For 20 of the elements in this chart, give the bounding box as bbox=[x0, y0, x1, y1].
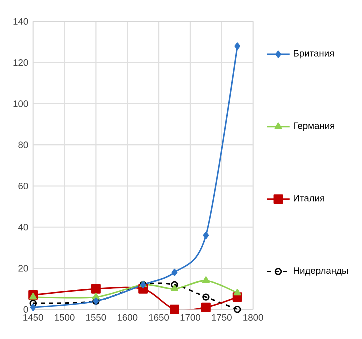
x-tick-label: 1700 bbox=[180, 314, 200, 321]
y-tick-label: 140 bbox=[14, 18, 28, 25]
x-tick-label: 1550 bbox=[86, 314, 106, 321]
legend-label: Германия bbox=[294, 122, 334, 132]
x-tick-label: 1750 bbox=[212, 314, 232, 321]
x-tick-label: 1600 bbox=[118, 314, 138, 321]
y-tick-label: 40 bbox=[18, 224, 28, 231]
x-tick-label: 1500 bbox=[55, 314, 75, 321]
y-tick-label: 0 bbox=[24, 306, 28, 313]
x-tick-label: 1800 bbox=[244, 314, 264, 321]
legend-label: Нидерланды bbox=[294, 268, 348, 276]
y-tick-label: 120 bbox=[14, 60, 28, 66]
y-tick-label: 100 bbox=[14, 100, 28, 108]
y-tick-label: 20 bbox=[18, 265, 28, 272]
y-tick-label: 60 bbox=[18, 182, 28, 190]
legend-label: Италия bbox=[294, 195, 324, 202]
x-tick-label: 1650 bbox=[149, 314, 170, 321]
legend-label: Британия bbox=[294, 50, 334, 59]
x-tick-label: 1450 bbox=[24, 314, 44, 321]
y-tick-label: 80 bbox=[18, 142, 28, 148]
